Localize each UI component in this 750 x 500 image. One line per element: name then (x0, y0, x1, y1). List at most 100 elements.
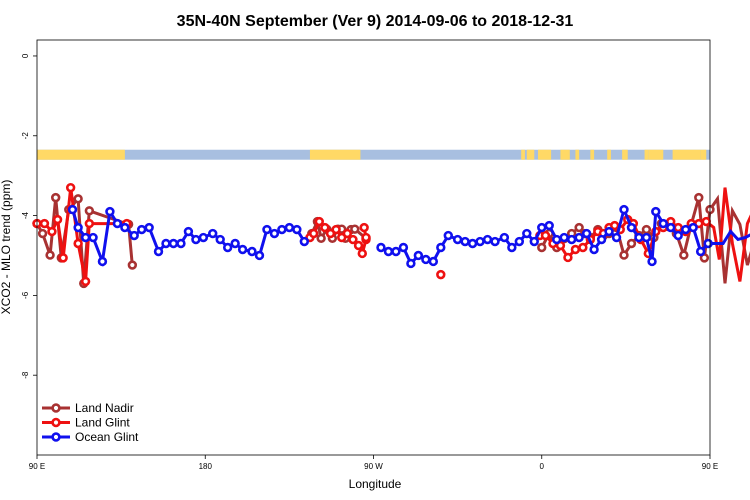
data-point (626, 222, 637, 233)
data-point (566, 234, 577, 245)
data-point (699, 253, 710, 263)
legend-label: Land Glint (75, 416, 130, 430)
data-point (383, 246, 394, 257)
data-point (314, 216, 324, 227)
data-point (308, 228, 319, 239)
land-segment (575, 149, 580, 160)
data-point (398, 242, 409, 253)
data-point (52, 214, 63, 225)
data-point (316, 233, 326, 244)
data-point (694, 192, 704, 203)
land-segment (648, 149, 664, 160)
data-point (58, 253, 68, 263)
data-point (153, 246, 164, 257)
legend-label: Ocean Glint (75, 430, 139, 444)
data-point (284, 222, 295, 233)
y-tick-label: -4 (21, 211, 30, 219)
land-segment (607, 149, 611, 160)
data-point (490, 236, 500, 247)
data-point (350, 224, 360, 234)
data-point (129, 230, 139, 241)
chart-title: 35N-40N September (Ver 9) 2014-09-06 to … (177, 13, 574, 30)
data-point (673, 222, 683, 233)
series-ocean-glint (67, 204, 750, 269)
data-point (651, 206, 661, 217)
data-point (647, 256, 657, 267)
legend-marker (51, 403, 61, 413)
data-point (559, 232, 569, 243)
data-point (73, 238, 83, 249)
data-point (222, 242, 233, 253)
land-segment (672, 149, 701, 160)
land-segment (700, 149, 707, 160)
data-point (570, 244, 581, 255)
data-point (529, 236, 539, 247)
data-point (406, 258, 416, 269)
land-ocean-mask-band (37, 149, 710, 160)
y-axis-label: XCO2 - MLO trend (ppm) (0, 180, 13, 315)
data-point (507, 242, 517, 253)
data-point (73, 194, 83, 204)
data-point (168, 238, 179, 249)
data-point (604, 226, 614, 237)
data-point (619, 204, 629, 215)
y-tick-label: -6 (21, 291, 30, 299)
data-point (436, 269, 446, 280)
data-point (247, 246, 257, 257)
data-point (522, 228, 532, 239)
data-point (292, 224, 302, 235)
data-point (348, 234, 358, 245)
x-tick-label: 90 W (364, 462, 383, 471)
legend-marker (51, 432, 61, 442)
x-tick-label: 90 E (29, 462, 45, 471)
data-point (47, 226, 57, 237)
data-point (262, 224, 272, 235)
data-point (39, 218, 50, 229)
data-point (84, 218, 95, 229)
data-point (353, 240, 364, 251)
y-tick-label: -2 (21, 132, 30, 140)
data-point (127, 260, 138, 270)
data-point (342, 228, 353, 239)
x-tick-label: 90 E (702, 462, 718, 471)
data-point (269, 228, 280, 239)
data-point (391, 246, 401, 257)
data-point (277, 224, 287, 235)
data-point (361, 232, 371, 243)
data-point (666, 222, 676, 233)
data-point (581, 228, 592, 239)
data-point (619, 250, 629, 260)
x-axis-label: Longitude (349, 477, 402, 491)
data-point (482, 234, 493, 245)
data-point (641, 232, 652, 243)
data-point (84, 206, 95, 216)
data-point (208, 228, 218, 239)
data-point (596, 234, 607, 245)
data-point (626, 238, 637, 249)
series-layer (32, 182, 750, 289)
land-segment (309, 149, 361, 160)
data-point (443, 230, 453, 241)
data-point (183, 226, 194, 237)
data-point (475, 236, 485, 247)
data-point (499, 232, 510, 243)
data-point (331, 224, 341, 235)
land-segment (590, 149, 595, 160)
data-point (679, 250, 689, 260)
data-point (695, 246, 706, 257)
data-point (537, 242, 547, 253)
data-point (215, 234, 225, 245)
data-point (105, 206, 115, 217)
data-point (634, 232, 644, 243)
data-point (299, 236, 310, 247)
data-point (421, 254, 431, 265)
land-segment (521, 149, 525, 160)
data-point (50, 192, 61, 203)
x-tick-label: 0 (540, 462, 545, 471)
data-point (73, 222, 83, 233)
data-point (254, 250, 265, 261)
data-point (237, 244, 248, 255)
data-point (37, 228, 48, 239)
legend-label: Land Nadir (75, 401, 134, 415)
